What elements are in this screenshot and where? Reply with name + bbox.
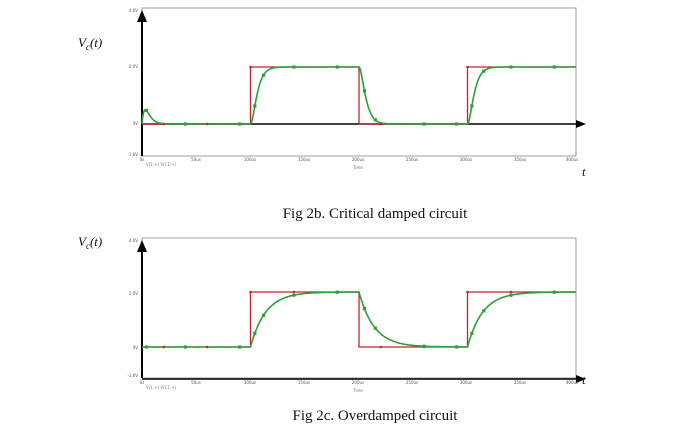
response-marker [373,326,377,330]
input-marker [379,122,383,126]
x-tick-label: 300us [460,380,472,385]
input-marker [249,290,252,294]
x-tick-label: 350us [514,157,526,162]
y-tick-label: -1.0V [127,373,138,378]
response-marker [422,344,426,348]
y-tick-labels: 4.0V 2.0V 0V -1.0V [127,8,138,157]
input-marker [249,65,252,69]
legend: V(1:+) V(C1:+) [146,162,177,167]
response-marker [238,345,242,349]
capacitor-voltage-curve [142,291,577,348]
response-marker [292,65,296,69]
x-tick-labels: 0s 50us 100us 150us 200us 250us 300us 35… [140,157,578,162]
input-marker [205,345,209,349]
x-tick-label: 0s [140,157,145,162]
response-marker [238,122,242,126]
x-axis-label: t [582,164,586,179]
x-tick-labels: 0s 50us 100us 150us 200us 250us 300us 35… [140,380,578,385]
x-tick-label: 200us [352,380,364,385]
input-voltage-line [142,66,576,125]
capacitor-voltage-curve [141,66,576,125]
response-marker [335,290,339,294]
input-marker [162,345,165,349]
y-tick-label: 2.0V [129,64,138,69]
input-marker [466,290,469,294]
response-marker [335,65,339,69]
axis-title: Time [352,165,363,170]
x-tick-label: 400us [566,157,578,162]
x-tick-label: 400us [566,380,578,385]
figure-caption: Fig 2c. Overdamped circuit [293,408,459,424]
response-marker [183,345,187,349]
response-marker [509,293,513,297]
input-marker [205,122,209,126]
response-marker [552,290,556,294]
x-tick-label: 150us [298,157,310,162]
legend: V(1:+) V(C1:+) [146,385,177,390]
series-layer [141,65,576,126]
response-marker [261,313,266,317]
y-axis-label: Vc(t) [78,234,102,251]
response-marker [261,73,266,77]
x-tick-label: 150us [298,380,310,385]
chart-overdamped: 4.0V 2.0V 0V -1.0V 0s 50us 100us 150us 2… [78,234,586,424]
input-voltage-line [142,291,576,348]
response-marker [253,104,257,108]
input-marker [509,290,513,294]
figure-caption: Fig 2b. Critical damped circuit [283,206,468,222]
x-axis-label: t [582,372,586,387]
response-marker [470,331,474,335]
response-marker [552,65,556,69]
series-layer [142,290,577,349]
input-marker [162,122,165,126]
y-axis-arrow [137,240,147,252]
response-marker [253,331,257,335]
response-marker [144,108,148,112]
input-marker [379,345,383,349]
x-tick-label: 100us [244,380,256,385]
x-tick-label: 250us [406,157,418,162]
y-axis-arrow [137,10,147,22]
y-tick-label: 2.0V [129,291,138,296]
x-tick-label: 200us [352,157,364,162]
axis-title: Time [352,388,363,393]
x-tick-label: 100us [244,157,256,162]
response-marker [482,69,486,73]
y-tick-labels: 4.0V 2.0V 0V -1.0V [127,238,138,378]
input-marker [292,290,296,294]
response-marker [292,293,296,297]
response-marker [482,309,486,313]
x-tick-label: 0s [140,380,145,385]
y-tick-label: -1.0V [127,152,138,157]
x-tick-label: 250us [406,380,418,385]
response-marker [362,89,367,93]
response-marker [455,122,459,126]
input-marker [466,65,469,69]
y-tick-label: 4.0V [129,238,138,243]
x-axis-arrow [576,120,586,128]
x-tick-label: 350us [514,380,526,385]
response-marker [509,65,513,69]
y-tick-label: 4.0V [129,8,138,13]
response-marker [470,104,474,108]
chart-critical-damped: 4.0V 2.0V 0V -1.0V 0s 50us 100us 150us 2… [78,7,586,222]
response-marker [362,306,367,311]
response-marker [144,345,148,349]
x-tick-label: 50us [191,380,201,385]
response-marker [183,122,187,126]
x-axis-arrow [576,375,586,383]
response-marker [455,345,459,349]
response-marker [422,122,426,126]
y-axis-label: Vc(t) [78,35,102,52]
response-marker [373,118,377,122]
y-tick-label: 0V [133,121,139,126]
x-tick-label: 300us [460,157,472,162]
y-tick-label: 0V [133,345,139,350]
x-tick-label: 50us [191,157,201,162]
